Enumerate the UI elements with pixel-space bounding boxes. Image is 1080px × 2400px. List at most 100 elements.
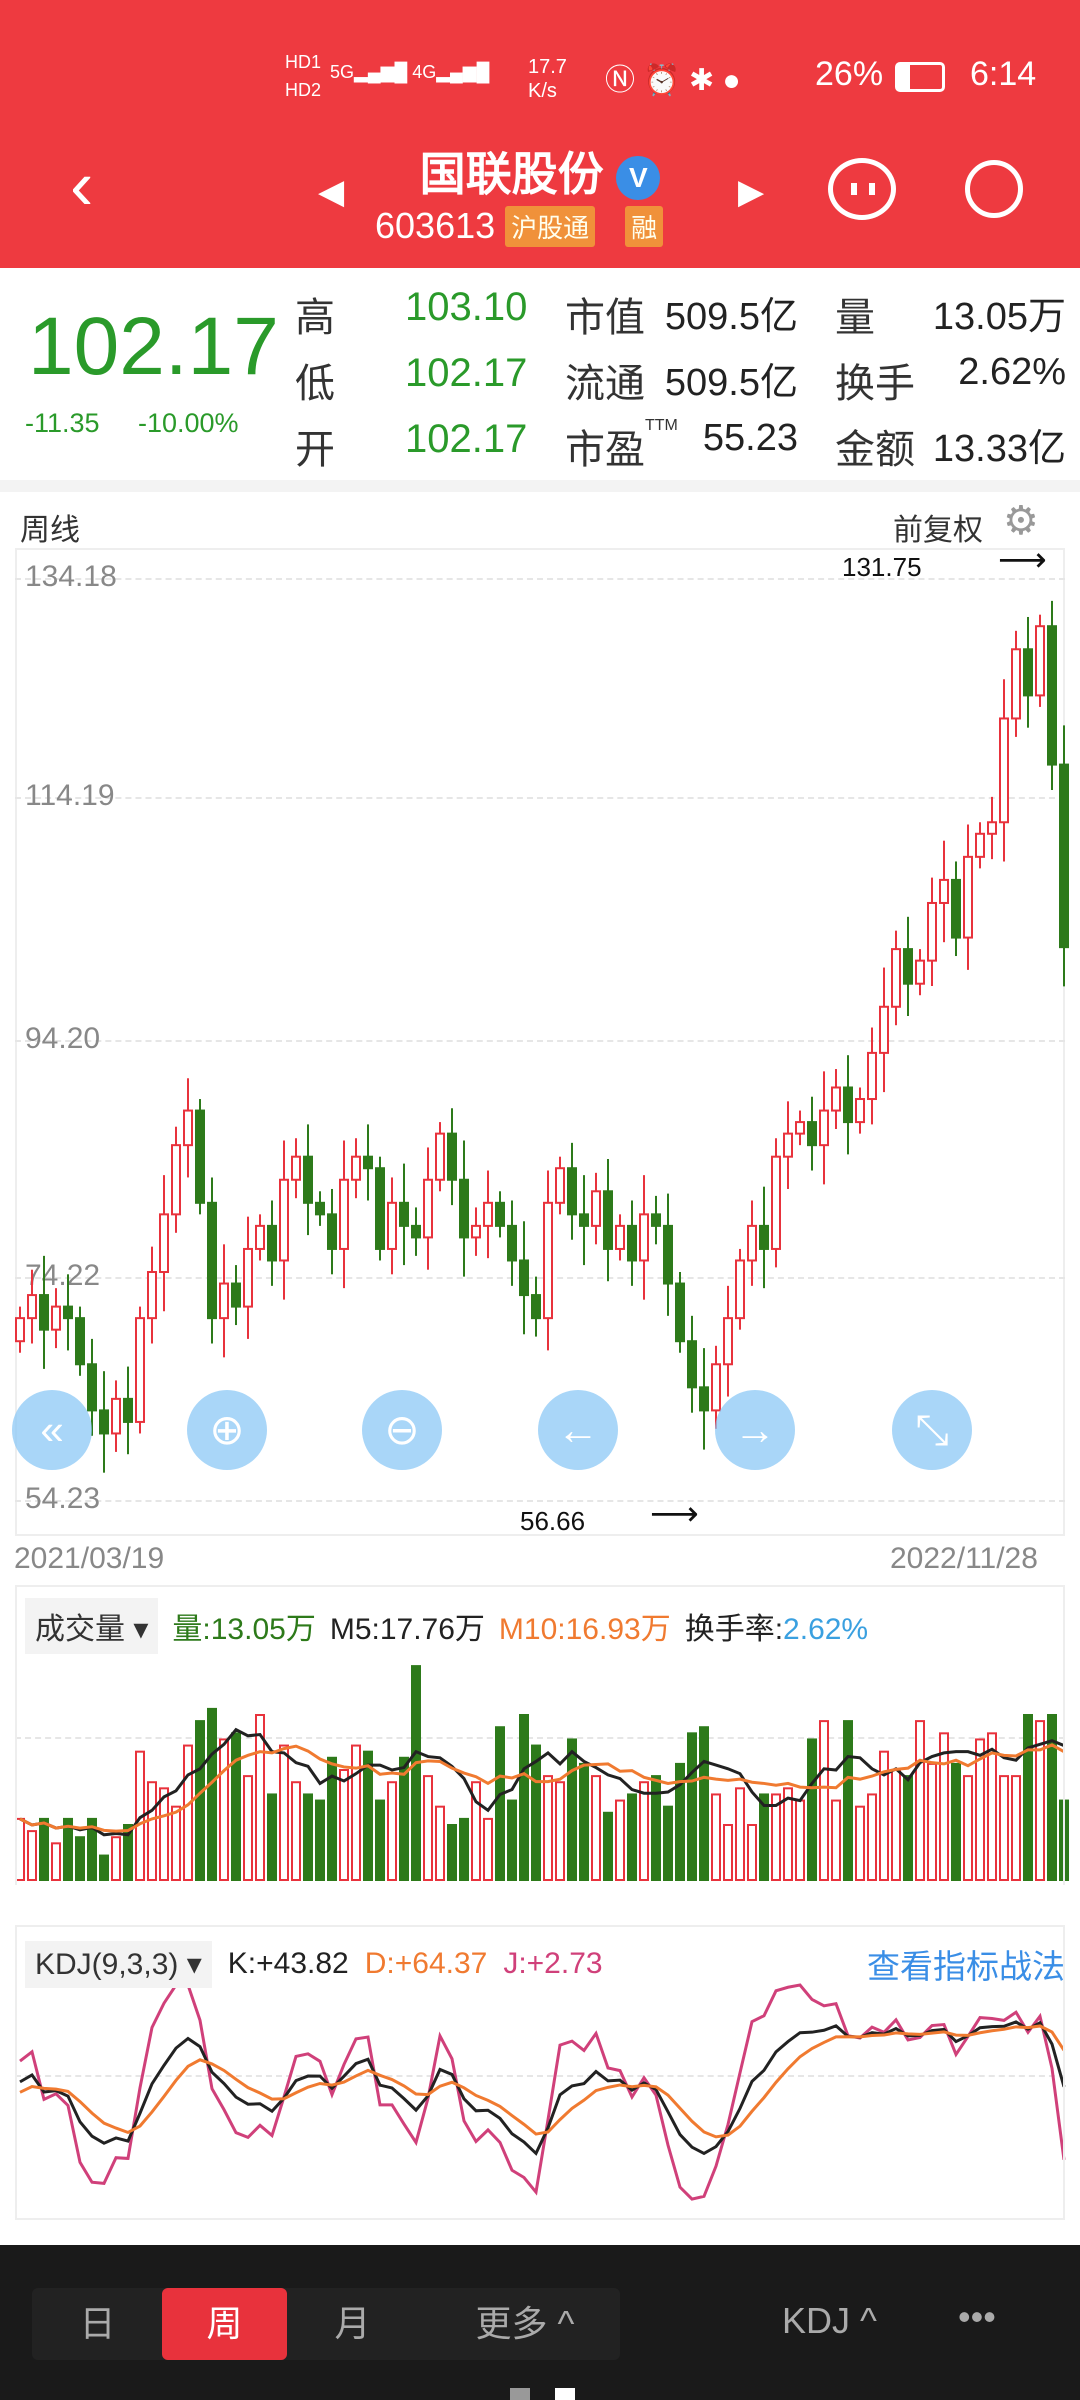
volume-bar [543,1775,553,1881]
turnover-label: 换手率: [684,1613,784,1646]
adjust-selector[interactable]: 前复权 [893,514,983,547]
candle-body [75,1317,85,1366]
candle-body [351,1155,361,1181]
scroll-left-button[interactable]: ← [538,1390,618,1470]
volume-bar [447,1824,457,1881]
tab-day[interactable]: 日 [79,2303,116,2344]
volume-bar [411,1665,421,1881]
indicator-selector[interactable]: KDJ ^ [782,2300,877,2341]
zoom-out-button[interactable]: ⊖ [362,1390,442,1470]
candle-body [807,1121,817,1147]
status-icons: Ⓝ ⏰ ✱ ● [605,64,741,97]
candle-body [795,1121,805,1135]
candle-body [255,1224,265,1250]
candle-body [603,1190,613,1250]
fullscreen-button[interactable]: ⤡ [892,1390,972,1470]
volume-bar [423,1775,433,1881]
settings-gear-icon[interactable]: ⚙ [1003,499,1039,543]
more-options-icon[interactable]: ••• [958,2296,996,2337]
candle-body [627,1224,637,1262]
candle-body [207,1201,217,1320]
candle-body [1047,625,1057,766]
indicator-strategy-link[interactable]: 查看指标战法 [867,1948,1065,1985]
volume-bar [459,1817,469,1882]
candle-body [231,1282,241,1308]
volume-bar [1011,1775,1021,1881]
candle-body [339,1178,349,1250]
candle-body [135,1317,145,1423]
volume-bar [279,1744,289,1881]
volume-bar [339,1769,349,1881]
candle-body [51,1305,61,1331]
price-change-pct: -10.00% [138,408,239,438]
volume-bar [663,1805,673,1881]
volume-bar [627,1793,637,1882]
volume-bar [435,1805,445,1881]
candle-body [363,1155,373,1170]
volume-bar [975,1738,985,1882]
volume-bar [195,1720,205,1881]
volume-selector[interactable]: 成交量 ▾ [25,1598,159,1654]
candle-body [411,1224,421,1239]
candle-body [483,1201,493,1227]
volume-bar [567,1738,577,1882]
candle-body [423,1178,433,1239]
candle-body [1011,648,1021,720]
price-tick: 114.19 [25,779,115,812]
volume-bar [51,1842,61,1882]
volume-bar [963,1775,973,1881]
next-stock-icon[interactable]: ▶ [738,173,765,211]
volume-bar [591,1775,601,1881]
jump-start-button[interactable]: « [12,1390,92,1470]
candle-body [159,1213,169,1274]
volume-bar [111,1836,121,1881]
candle-body [495,1201,505,1227]
tab-week[interactable]: 周 [162,2288,287,2360]
kdj-selector[interactable]: KDJ(9,3,3) ▾ [25,1940,212,1988]
scroll-right-button[interactable]: → [715,1390,795,1470]
price-tick: 74.22 [25,1259,101,1292]
back-icon[interactable]: ‹ [70,146,94,224]
kdj-panel [15,1925,1065,2220]
search-icon[interactable] [965,160,1023,218]
stock-name: 国联股份 [419,148,604,200]
volume-bar [1047,1714,1057,1881]
volume-bar [771,1793,781,1882]
end-date: 2022/11/28 [890,1542,1038,1575]
quote-value: 102.17 [405,417,528,461]
candle-body [987,821,997,835]
gridline [15,1040,1065,1042]
candle-body [399,1201,409,1227]
candle-body [699,1386,709,1412]
kline-chart[interactable] [15,548,1065,1536]
volume-bar [183,1744,193,1881]
gridline [15,2075,1065,2077]
volume-m10: M10:16.93万 [498,1613,671,1646]
robot-assistant-icon[interactable] [828,158,896,220]
tab-month[interactable]: 月 [334,2303,371,2344]
gridline [15,1737,1065,1739]
volume-value: 量:13.05万 [172,1613,316,1646]
volume-bar [99,1854,109,1881]
volume-bar [939,1732,949,1882]
prev-stock-icon[interactable]: ◀ [318,173,345,211]
kdj-d: D:+64.37 [364,1947,488,1980]
start-date: 2021/03/19 [14,1542,165,1575]
volume-bar [735,1787,745,1882]
zoom-in-button[interactable]: ⊕ [187,1390,267,1470]
quote-label: 换手 [835,362,915,406]
candle-body [819,1109,829,1147]
volume-bar [171,1805,181,1881]
candle-body [507,1224,517,1262]
battery-percent: 26% [815,55,884,93]
volume-bar [351,1744,361,1881]
volume-bar [27,1830,37,1881]
candle-body [63,1305,73,1320]
tab-more[interactable]: 更多 ^ [475,2303,575,2344]
volume-bar [807,1738,817,1882]
candle-body [663,1224,673,1285]
divider [0,480,1080,492]
volume-bar [759,1793,769,1882]
volume-bar [675,1762,685,1882]
candle-body [15,1317,25,1343]
